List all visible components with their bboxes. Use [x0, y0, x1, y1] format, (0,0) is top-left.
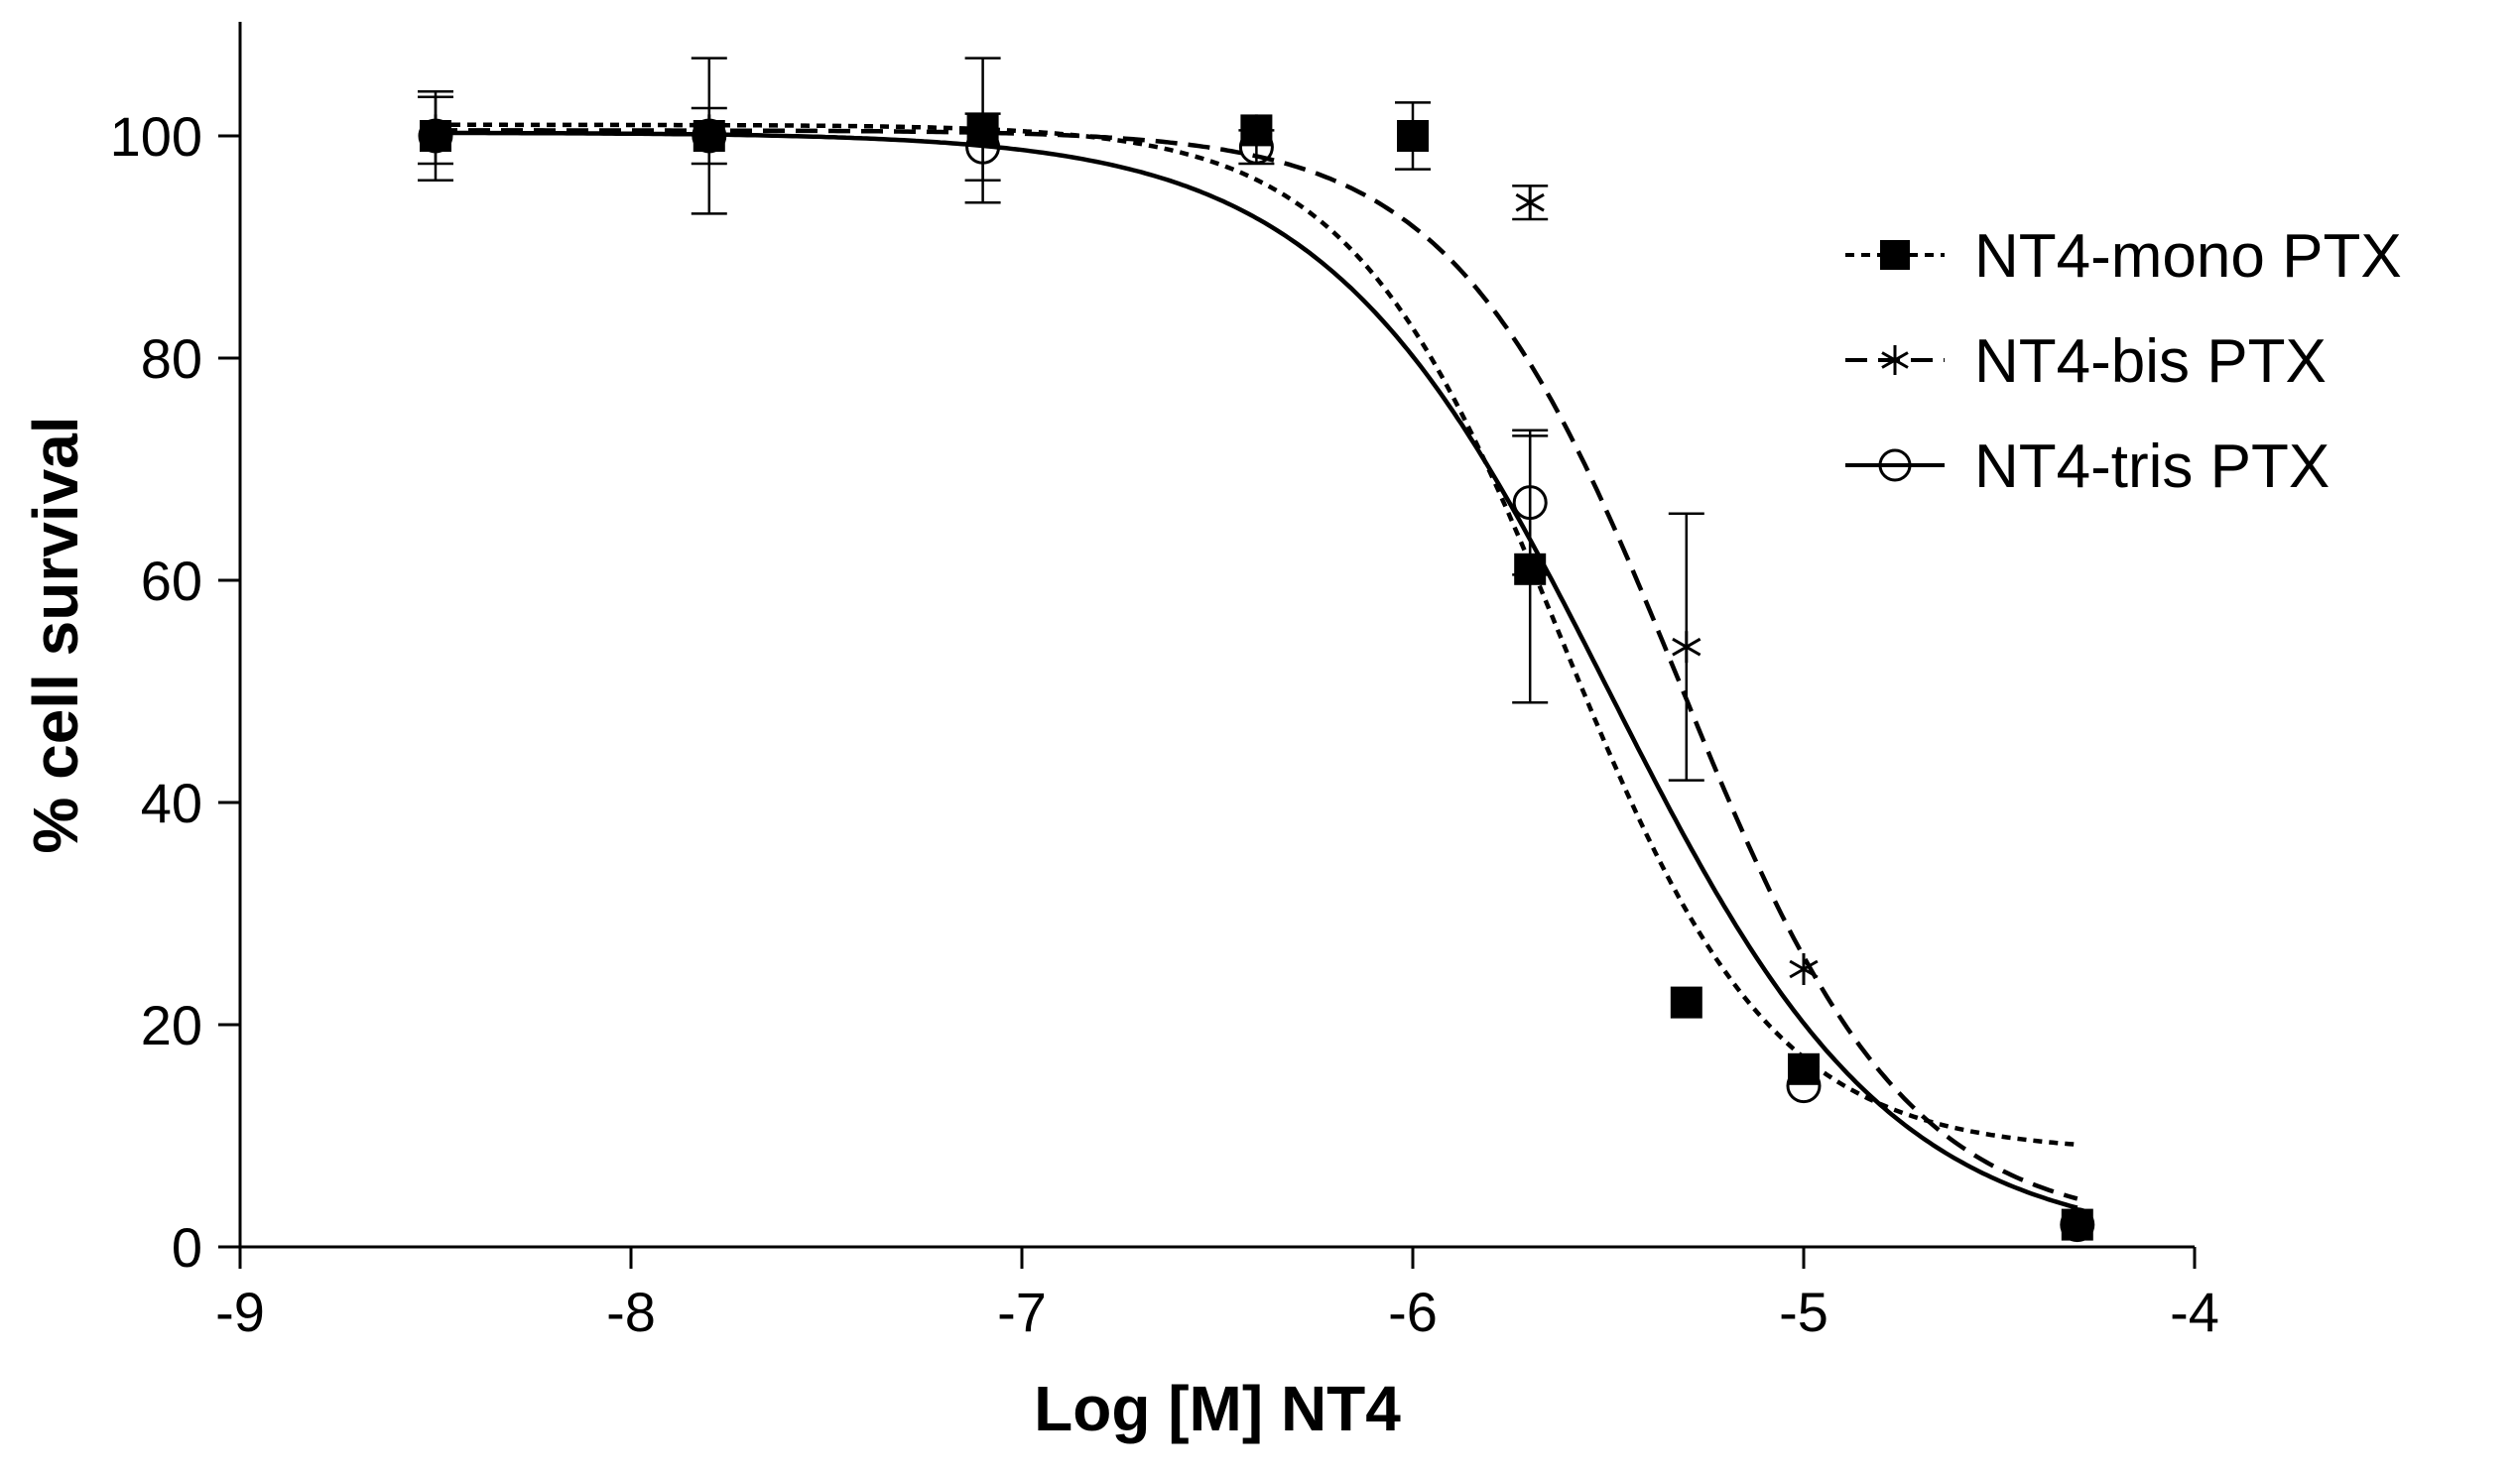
x-tick-label: -7 — [997, 1281, 1047, 1343]
legend-label: NT4-mono PTX — [1974, 222, 2402, 291]
data-point-filled-square — [1397, 120, 1429, 152]
fit-curves — [436, 122, 2079, 1210]
data-points — [418, 114, 2095, 1243]
data-point-asterisk — [1789, 953, 1819, 985]
legend-marker-asterisk — [1881, 345, 1909, 375]
x-tick-label: -8 — [606, 1281, 656, 1343]
data-point-filled-square — [1514, 553, 1547, 585]
error-bars — [418, 57, 1704, 782]
y-tick-label: 60 — [141, 550, 202, 612]
y-tick-label: 80 — [141, 327, 202, 390]
y-tick-label: 20 — [141, 994, 202, 1056]
x-tick-label: -5 — [1779, 1281, 1828, 1343]
ticks: -9 -8 -7 -6 -5 -4 0 20 40 60 80 100 — [110, 105, 2219, 1343]
legend-marker-open-circle — [1878, 448, 1912, 482]
data-point-filled-square — [693, 120, 725, 152]
data-point-open-circle — [1512, 485, 1548, 521]
fit-curve-open-circle — [436, 130, 2079, 1210]
data-point-filled-square — [966, 114, 999, 147]
data-point-asterisk — [1672, 631, 1701, 664]
x-axis-title: Log [M] NT4 — [1034, 1373, 1401, 1444]
data-point-asterisk — [1515, 186, 1545, 219]
data-point-filled-square — [2061, 1208, 2093, 1241]
y-axis-title: % cell survival — [20, 416, 91, 853]
y-tick-label: 0 — [172, 1216, 202, 1279]
y-tick-label: 100 — [110, 105, 202, 168]
y-tick-label: 40 — [141, 772, 202, 834]
legend-label: NT4-bis PTX — [1974, 327, 2327, 396]
fit-curve-asterisk — [436, 128, 2079, 1201]
legend: NT4-mono PTX NT4-bis PTX NT4-tris PTX — [1845, 222, 2402, 501]
fit-curve-filled-square — [436, 122, 2079, 1148]
data-point-filled-square — [1240, 114, 1273, 147]
data-point-filled-square — [420, 120, 451, 152]
x-tick-label: -4 — [2170, 1281, 2219, 1343]
data-point-filled-square — [1788, 1052, 1820, 1085]
axes — [238, 22, 2195, 1249]
legend-label: NT4-tris PTX — [1974, 432, 2330, 501]
data-point-filled-square — [1670, 986, 1702, 1019]
x-tick-label: -9 — [215, 1281, 265, 1343]
legend-marker-filled-square — [1880, 240, 1910, 270]
x-tick-label: -6 — [1388, 1281, 1438, 1343]
